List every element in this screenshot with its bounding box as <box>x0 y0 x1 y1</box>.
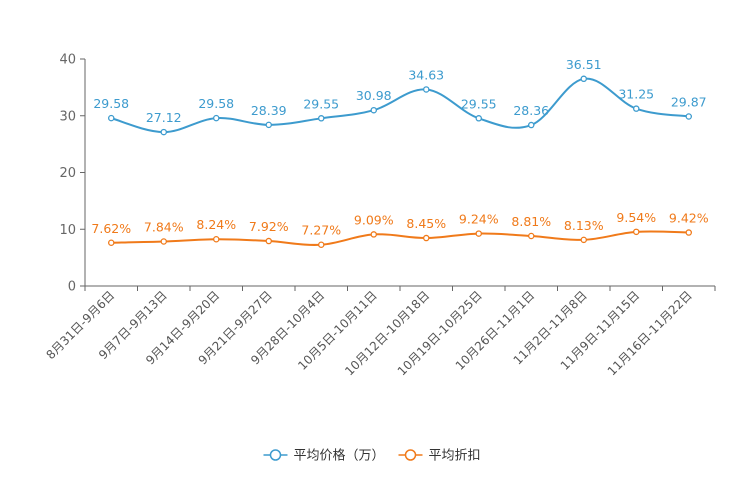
discount-data-label: 7.84% <box>144 220 184 235</box>
legend-item-price[interactable]: 平均价格（万） <box>263 448 385 464</box>
discount-point[interactable] <box>685 229 693 236</box>
price-data-label: 29.55 <box>461 96 497 111</box>
price-data-label: 29.87 <box>671 94 707 109</box>
price-data-label: 28.36 <box>513 103 549 118</box>
discount-point[interactable] <box>475 230 482 237</box>
price-data-label: 34.63 <box>408 67 444 82</box>
discount-series-line <box>111 230 689 246</box>
discount-point[interactable] <box>212 235 220 243</box>
y-tick-label: 40 <box>59 53 76 68</box>
discount-point[interactable] <box>265 237 272 245</box>
discount-data-label: 7.62% <box>91 221 131 236</box>
discount-data-label: 9.24% <box>459 212 499 227</box>
discount-data-label: 7.27% <box>301 223 341 238</box>
y-tick-label: 20 <box>59 166 76 181</box>
price-data-label: 28.39 <box>251 103 287 118</box>
discount-data-label: 9.54% <box>616 210 656 225</box>
price-point[interactable] <box>265 121 272 129</box>
price-point[interactable] <box>422 86 430 93</box>
discount-point[interactable] <box>528 232 535 240</box>
price-point[interactable] <box>633 105 640 112</box>
y-tick-label: 30 <box>59 109 76 124</box>
discount-data-label: 9.09% <box>354 212 394 227</box>
price-point[interactable] <box>370 106 377 114</box>
legend-label: 平均价格（万） <box>293 448 384 464</box>
price-data-label: 27.12 <box>146 110 182 125</box>
discount-data-label: 8.24% <box>196 217 236 232</box>
legend-label: 平均折扣 <box>429 449 481 464</box>
discount-data-label: 8.81% <box>511 214 551 229</box>
discount-point[interactable] <box>580 236 588 244</box>
legend-item-discount[interactable]: 平均折扣 <box>398 449 481 464</box>
price-point[interactable] <box>212 114 220 122</box>
price-data-label: 29.55 <box>303 96 339 111</box>
discount-point[interactable] <box>160 238 167 245</box>
legend-marker-icon <box>404 449 417 461</box>
price-point[interactable] <box>528 121 535 129</box>
discount-data-label: 7.92% <box>249 219 289 234</box>
discount-data-label: 8.45% <box>406 216 446 231</box>
discount-point[interactable] <box>317 241 325 248</box>
price-point[interactable] <box>160 128 167 136</box>
price-data-label: 29.58 <box>93 96 129 111</box>
price-point[interactable] <box>580 75 588 83</box>
price-data-label: 30.98 <box>356 88 392 103</box>
y-tick-label: 0 <box>68 280 76 295</box>
price-point[interactable] <box>317 115 325 122</box>
price-point[interactable] <box>475 115 482 122</box>
price-data-label: 31.25 <box>618 87 654 102</box>
price-data-label: 29.58 <box>198 96 234 111</box>
price-point[interactable] <box>685 113 693 120</box>
discount-data-label: 9.42% <box>669 211 709 226</box>
y-tick-label: 10 <box>59 223 76 238</box>
discount-point[interactable] <box>422 234 430 242</box>
discount-point[interactable] <box>108 239 115 247</box>
discount-data-label: 8.13% <box>564 218 604 233</box>
discount-point[interactable] <box>370 231 377 238</box>
price-data-label: 36.51 <box>566 57 602 72</box>
legend-marker-icon <box>269 449 282 461</box>
price-point[interactable] <box>108 114 115 122</box>
discount-point[interactable] <box>633 228 640 236</box>
